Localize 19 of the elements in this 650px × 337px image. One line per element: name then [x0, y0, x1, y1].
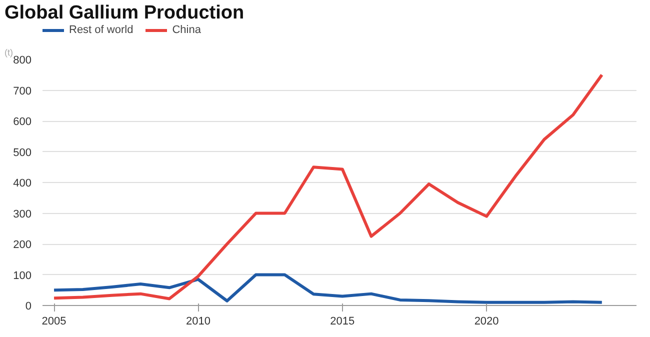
- legend-label: Rest of world: [69, 23, 134, 37]
- x-tick-label: 2015: [330, 316, 355, 328]
- line-series: [52, 73, 604, 300]
- y-tick-label: 400: [13, 178, 32, 190]
- y-tick-label: 500: [13, 146, 32, 159]
- y-axis-title: (t): [4, 48, 13, 58]
- chart-title: Global Gallium Production: [4, 2, 244, 24]
- y-tick-label: 100: [13, 270, 32, 282]
- y-tick-label: 0: [25, 300, 32, 312]
- x-tick-label: 2010: [186, 316, 210, 328]
- y-tick-label: 600: [13, 116, 32, 128]
- y-tick-label: 300: [13, 208, 32, 220]
- line-series: [52, 273, 604, 304]
- y-tick-label: 800: [13, 54, 32, 66]
- y-tick-label: 200: [13, 239, 32, 251]
- x-tick-label: 2020: [474, 316, 499, 328]
- x-tick-label: 2005: [42, 316, 66, 328]
- legend-label: China: [172, 23, 201, 37]
- y-tick-label: 700: [13, 85, 32, 98]
